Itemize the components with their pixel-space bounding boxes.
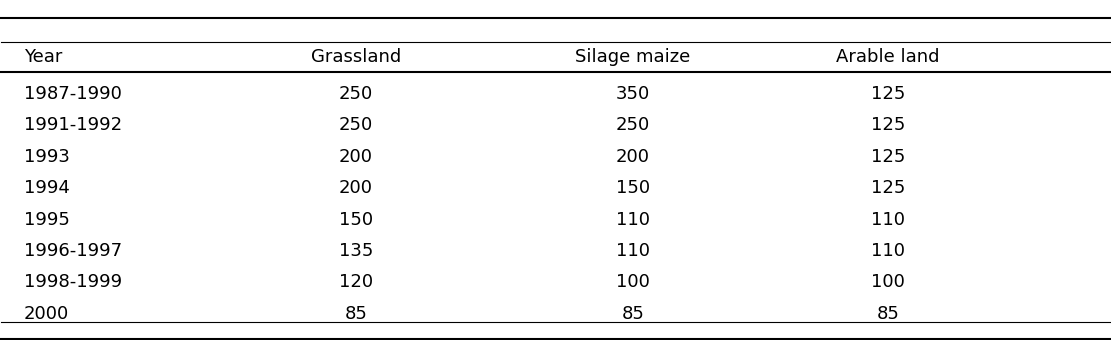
Text: 120: 120 bbox=[339, 273, 373, 291]
Text: 125: 125 bbox=[871, 117, 905, 135]
Text: 100: 100 bbox=[617, 273, 650, 291]
Text: 1991-1992: 1991-1992 bbox=[23, 117, 122, 135]
Text: 1996-1997: 1996-1997 bbox=[23, 242, 122, 260]
Text: Year: Year bbox=[23, 48, 62, 66]
Text: Arable land: Arable land bbox=[837, 48, 940, 66]
Text: 1987-1990: 1987-1990 bbox=[23, 85, 121, 103]
Text: 250: 250 bbox=[339, 85, 373, 103]
Text: 85: 85 bbox=[622, 305, 644, 323]
Text: 125: 125 bbox=[871, 85, 905, 103]
Text: 2000: 2000 bbox=[23, 305, 69, 323]
Text: 125: 125 bbox=[871, 179, 905, 197]
Text: 135: 135 bbox=[339, 242, 373, 260]
Text: 125: 125 bbox=[871, 148, 905, 166]
Text: 85: 85 bbox=[877, 305, 900, 323]
Text: 1995: 1995 bbox=[23, 210, 69, 228]
Text: 250: 250 bbox=[615, 117, 650, 135]
Text: 250: 250 bbox=[339, 117, 373, 135]
Text: 150: 150 bbox=[339, 210, 373, 228]
Text: 200: 200 bbox=[339, 148, 373, 166]
Text: 110: 110 bbox=[617, 242, 650, 260]
Text: 100: 100 bbox=[871, 273, 904, 291]
Text: Grassland: Grassland bbox=[311, 48, 401, 66]
Text: 110: 110 bbox=[871, 242, 905, 260]
Text: 150: 150 bbox=[615, 179, 650, 197]
Text: 110: 110 bbox=[871, 210, 905, 228]
Text: 85: 85 bbox=[344, 305, 368, 323]
Text: 110: 110 bbox=[617, 210, 650, 228]
Text: 200: 200 bbox=[339, 179, 373, 197]
Text: 200: 200 bbox=[617, 148, 650, 166]
Text: 1994: 1994 bbox=[23, 179, 69, 197]
Text: Silage maize: Silage maize bbox=[575, 48, 691, 66]
Text: 1998-1999: 1998-1999 bbox=[23, 273, 122, 291]
Text: 1993: 1993 bbox=[23, 148, 69, 166]
Text: 350: 350 bbox=[615, 85, 650, 103]
